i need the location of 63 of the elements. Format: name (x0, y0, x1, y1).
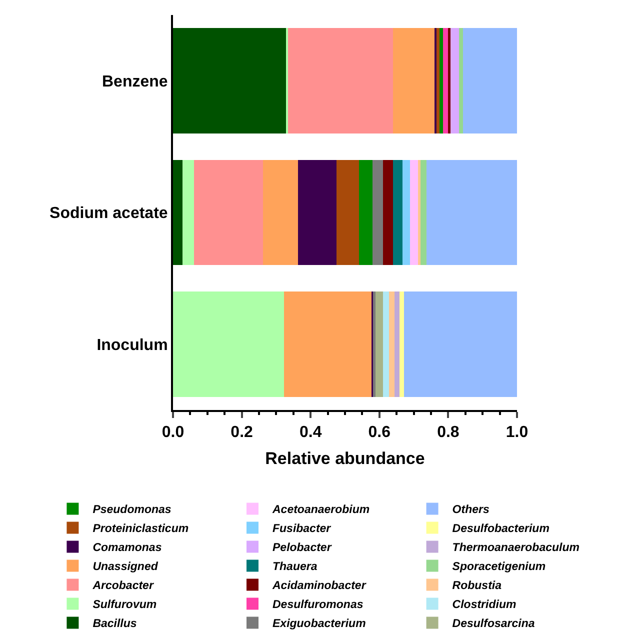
bar (410, 160, 418, 266)
legend-label: Exiguobacterium (272, 618, 366, 630)
bar (462, 28, 517, 134)
bar (458, 28, 463, 134)
legend-label: Acetoanaerobium (272, 504, 370, 516)
legend-label: Proteiniclasticum (92, 523, 189, 536)
legend-label: Desulfuromonas (272, 599, 364, 612)
bar (358, 160, 373, 266)
bar (383, 292, 390, 397)
bar (440, 28, 444, 134)
legend-label: Bacillus (92, 618, 137, 630)
legend-label: Others (452, 504, 490, 516)
legend-label: Desulfobacterium (452, 523, 550, 536)
bar (426, 160, 517, 266)
bar (173, 28, 286, 134)
bar (420, 160, 427, 266)
bar (436, 28, 440, 134)
x-tick-label: 1.0 (506, 424, 528, 442)
x-tick-label: 0.4 (299, 424, 322, 442)
x-axis-title: Relative abundance (265, 449, 425, 468)
y-tick-label: Benzene (102, 73, 168, 90)
x-tick-label: 0.8 (437, 424, 460, 442)
legend-label: Unassigned (92, 561, 159, 574)
bar (336, 160, 359, 266)
bar (262, 160, 298, 266)
legend-label: Sulfurovum (92, 599, 157, 612)
bar (389, 292, 395, 397)
legend-label: Arcobacter (92, 580, 154, 592)
bar (394, 292, 400, 397)
bar (173, 292, 284, 397)
bar (298, 160, 336, 266)
legend-label: Acidaminobacter (272, 580, 366, 592)
bar (418, 160, 421, 266)
legend-label: Fusibacter (272, 523, 332, 536)
y-tick-label: Sodium acetate (50, 205, 168, 222)
legend-label: Clostridium (452, 599, 516, 612)
bar (392, 160, 402, 266)
y-tick-label: Inoculum (96, 336, 168, 354)
bar (173, 160, 182, 266)
legend-label: Pseudomonas (92, 504, 172, 516)
bar (392, 28, 434, 134)
legend-label: Thauera (272, 561, 318, 574)
legend-label: Desulfosarcina (452, 618, 536, 630)
bar (448, 28, 451, 134)
x-tick-label: 0.0 (162, 424, 184, 442)
legend-label: Robustia (452, 580, 502, 592)
bar (372, 160, 383, 266)
x-tick-label: 0.2 (230, 424, 254, 442)
bar (382, 160, 393, 266)
bar (376, 292, 384, 397)
bar (182, 160, 194, 266)
bar (284, 292, 372, 397)
bar (402, 160, 410, 266)
bar (404, 292, 517, 397)
legend-label: Comamonas (92, 542, 162, 554)
legend-label: Thermoanaerobaculum (452, 542, 580, 554)
bar (399, 292, 404, 397)
bar (450, 28, 459, 134)
legend-label: Sporacetigenium (452, 561, 546, 574)
x-tick-label: 0.6 (368, 424, 391, 442)
legend-label: Pelobacter (272, 542, 332, 554)
bar (194, 160, 263, 266)
bar (288, 28, 393, 134)
